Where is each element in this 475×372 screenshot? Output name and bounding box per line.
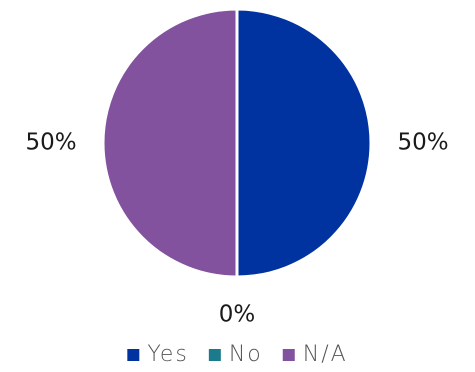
slice-labels: 50% 0% 50% — [25, 130, 448, 328]
data-label-yes: 50% — [397, 130, 448, 156]
legend-label-yes: Yes — [147, 342, 189, 367]
legend-marker-n-a — [282, 349, 295, 361]
legend: Yes No N/A — [127, 342, 348, 367]
legend-marker-no — [208, 349, 221, 361]
data-label-n-a: 50% — [25, 130, 76, 156]
pie-slice-yes — [235, 7, 373, 279]
legend-label-no: No — [229, 342, 263, 367]
legend-marker-yes — [127, 349, 140, 361]
data-label-no: 0% — [219, 302, 256, 328]
pie-slice-n-a — [101, 7, 239, 279]
pie-slices — [101, 7, 373, 279]
legend-label-n-a: N/A — [303, 342, 348, 367]
